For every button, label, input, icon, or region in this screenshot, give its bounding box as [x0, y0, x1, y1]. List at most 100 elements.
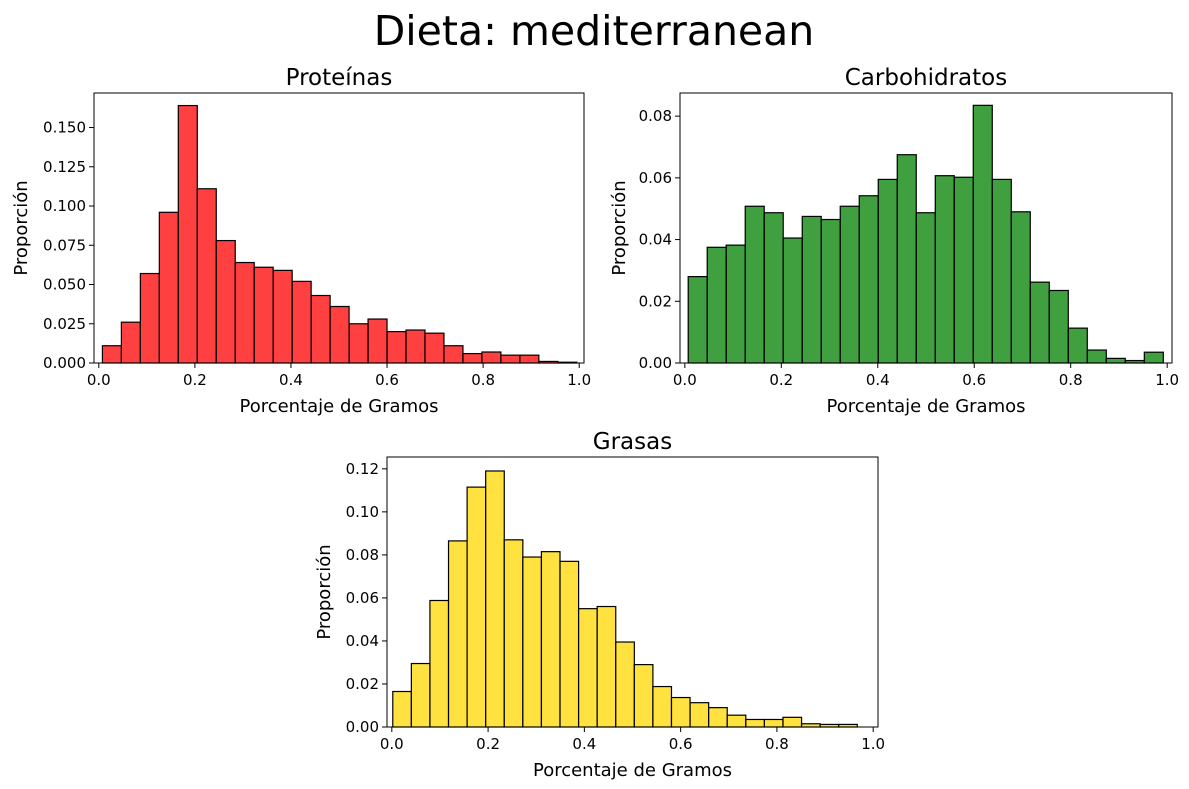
- histogram-bar: [405, 329, 426, 364]
- histogram-bar: [139, 272, 160, 364]
- histogram-bar: [782, 716, 803, 728]
- histogram-bar: [839, 205, 860, 364]
- histogram-bar: [953, 176, 974, 364]
- y-tick-label: 0.04: [346, 632, 379, 650]
- x-tick-label: 1.0: [1155, 371, 1179, 389]
- histogram-bar: [522, 556, 543, 728]
- histogram-bar: [500, 354, 521, 364]
- subplot-carbohidratos: 0.0 0.2 0.4 0.6 0.8 1.0 0.00 0.02 0.04 0.06 0.08 Ca…: [609, 65, 1179, 417]
- histogram-bar: [687, 276, 708, 364]
- histogram-bar: [429, 599, 450, 728]
- histogram-bar: [615, 641, 635, 728]
- histogram-bar: [386, 331, 407, 364]
- x-tick-label: 1.0: [567, 371, 591, 389]
- y-tick-label: 0.08: [346, 546, 379, 564]
- histogram-bar: [858, 195, 879, 364]
- x-tick-label: 0.0: [87, 371, 111, 389]
- histogram-bar: [577, 608, 598, 728]
- y-tick-label: 0.10: [346, 503, 379, 521]
- figure-suptitle: Dieta: mediterranean: [374, 7, 815, 55]
- y-tick-label: 0.000: [43, 354, 86, 372]
- x-tick-label: 0.6: [962, 371, 986, 389]
- x-tick-label: 0.2: [476, 735, 500, 753]
- histogram-bar: [706, 246, 727, 364]
- histogram-bar: [196, 188, 217, 364]
- axes-frame: [386, 456, 879, 728]
- histogram-bar: [708, 707, 728, 728]
- histogram-bar: [1048, 289, 1069, 364]
- subplot-grasas: 0.0 0.2 0.4 0.6 0.8 1.0 0.00 0.02 0.04 0.06 0.08 0.…: [314, 429, 885, 781]
- y-tick-label: 0.02: [346, 675, 379, 693]
- histogram-bar: [101, 345, 122, 364]
- y-tick-label: 0.04: [639, 231, 672, 249]
- histogram-bar: [763, 718, 784, 728]
- x-tick-label: 0.2: [769, 371, 793, 389]
- histogram-bar: [934, 175, 955, 364]
- x-tick-label: 0.6: [669, 735, 693, 753]
- y-tick-label: 0.025: [43, 315, 86, 333]
- y-tick-label: 0.08: [639, 107, 672, 125]
- histogram-bar: [725, 244, 746, 364]
- histogram-bar: [215, 239, 236, 364]
- x-tick-label: 0.0: [380, 735, 404, 753]
- histogram-bar: [462, 352, 483, 364]
- histogram-bar: [877, 178, 898, 364]
- histogram-bar: [291, 280, 312, 364]
- histogram-bar: [392, 690, 412, 728]
- y-axis-label: Proporción: [11, 180, 32, 275]
- x-tick-label: 0.2: [183, 371, 207, 389]
- y-tick-label: 0.00: [346, 718, 379, 736]
- histogram-bar: [670, 696, 691, 728]
- histogram-bar: [972, 104, 993, 364]
- histogram-bar: [763, 212, 784, 364]
- x-tick-label: 0.4: [572, 735, 596, 753]
- subplots: 0.0 0.2 0.4 0.6 0.8 1.0 0.000 0.025 0.050 0.075 0.…: [11, 65, 1179, 781]
- histogram-bar: [310, 294, 331, 364]
- histogram-bar: [443, 345, 464, 364]
- y-tick-label: 0.00: [639, 354, 672, 372]
- subplot-title: Proteínas: [286, 65, 393, 91]
- histogram-bar: [481, 351, 502, 364]
- histogram-bar: [158, 211, 179, 364]
- x-tick-label: 0.4: [866, 371, 890, 389]
- histogram-bar: [915, 212, 936, 364]
- histogram-bar: [540, 551, 561, 728]
- x-tick-label: 0.4: [279, 371, 303, 389]
- x-tick-label: 0.8: [765, 735, 789, 753]
- y-tick-label: 0.150: [43, 119, 86, 137]
- histogram-bar: [348, 323, 369, 364]
- histogram-bar: [253, 266, 274, 364]
- histogram-bar: [447, 540, 468, 728]
- histogram-bar: [1143, 351, 1164, 364]
- subplot-proteinas: 0.0 0.2 0.4 0.6 0.8 1.0 0.000 0.025 0.050 0.075 0.…: [11, 65, 591, 417]
- histogram-bar: [633, 664, 654, 728]
- histogram-bar: [1010, 211, 1031, 364]
- x-axis-label: Porcentaje de Gramos: [533, 760, 732, 781]
- histogram-bar: [1067, 327, 1088, 364]
- histogram-bar: [896, 154, 917, 364]
- histogram-bar: [726, 714, 747, 728]
- histogram-bar: [782, 237, 803, 364]
- histogram-bar: [991, 178, 1012, 364]
- x-axis-label: Porcentaje de Gramos: [239, 396, 438, 417]
- histogram-bar: [272, 269, 293, 364]
- histogram-bar: [234, 261, 255, 364]
- y-tick-label: 0.125: [43, 158, 86, 176]
- histogram-bar: [424, 332, 445, 364]
- histogram-bar: [120, 321, 141, 364]
- histogram-bar: [745, 718, 766, 728]
- x-tick-label: 1.0: [861, 735, 885, 753]
- histogram-bar: [744, 205, 765, 364]
- axes-frame: [93, 92, 585, 364]
- x-axis-label: Porcentaje de Gramos: [826, 396, 1025, 417]
- histogram-bar: [410, 662, 431, 728]
- y-tick-label: 0.075: [43, 236, 86, 254]
- subplot-title: Carbohidratos: [845, 65, 1007, 91]
- x-tick-label: 0.8: [471, 371, 495, 389]
- histogram-bar: [485, 470, 505, 728]
- histogram-bar: [820, 218, 841, 364]
- histogram-bar: [1086, 349, 1107, 364]
- histogram-bar: [466, 486, 487, 728]
- histogram-bar: [1029, 281, 1050, 364]
